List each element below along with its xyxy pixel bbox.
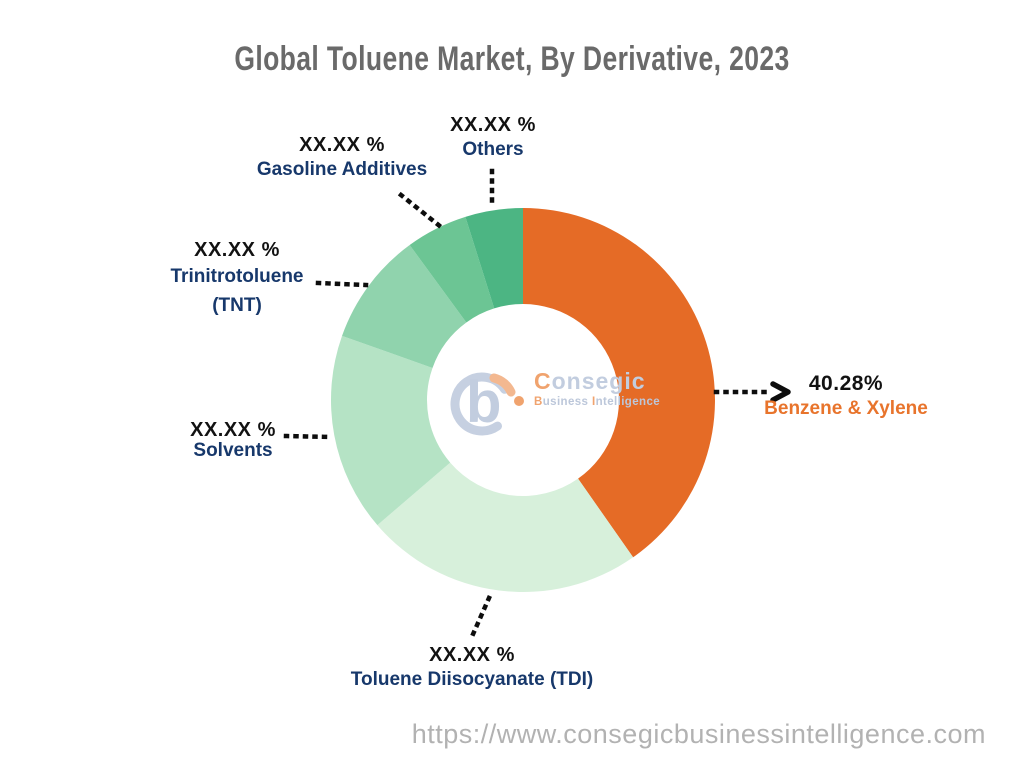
callout-tdi: XX.XX % Toluene Diisocyanate (TDI) xyxy=(312,643,632,693)
value-label: XX.XX % xyxy=(299,134,385,156)
watermark-logo: b Consegic Business Intelligence xyxy=(438,352,660,444)
value-label: XX.XX % xyxy=(429,644,515,666)
category-label: Others xyxy=(462,139,524,160)
donut-segments xyxy=(331,208,715,592)
consegic-b-mark-icon: b xyxy=(450,370,524,436)
value-label: 40.28% xyxy=(808,372,884,395)
pie-segment-gasoline-additives xyxy=(409,216,495,323)
value-label: XX.XX % xyxy=(190,419,276,441)
watermark-tagline: Business Intelligence xyxy=(534,396,661,408)
category-label-line2: (TNT) xyxy=(212,295,262,316)
callout-benzene-xylene: 40.28% Benzene & Xylene xyxy=(726,372,966,422)
value-label: XX.XX % xyxy=(450,114,536,136)
callout-solvents: XX.XX % Solvents xyxy=(133,419,333,461)
watermark-text: Consegic Business Intelligence xyxy=(534,368,660,410)
callout-tnt: XX.XX % Trinitrotoluene (TNT) xyxy=(127,238,347,320)
callout-others: XX.XX % Others xyxy=(413,113,573,163)
pie-segment-trinitrotoluene-tnt xyxy=(342,245,467,368)
category-label: Gasoline Additives xyxy=(256,159,428,180)
watermark-brand: Consegic xyxy=(534,368,646,394)
leader-line-solvents xyxy=(283,433,334,440)
pie-segment-solvents xyxy=(331,335,451,526)
pie-segment-benzene-xylene xyxy=(523,208,715,558)
leader-line-tdi xyxy=(467,595,492,644)
category-label: Solvents xyxy=(193,440,273,461)
chart-title-row: Global Toluene Market, By Derivative, 20… xyxy=(0,40,1024,79)
leader-line-tnt xyxy=(315,280,369,288)
category-label-line1: Trinitrotoluene xyxy=(170,266,304,287)
chart-title: Global Toluene Market, By Derivative, 20… xyxy=(234,40,790,78)
value-label: XX.XX % xyxy=(194,239,280,261)
callout-gasoline-additives: XX.XX % Gasoline Additives xyxy=(222,133,462,183)
leader-line-gasoline-additives xyxy=(397,191,445,231)
category-label: Toluene Diisocyanate (TDI) xyxy=(350,669,594,690)
pie-segment-others xyxy=(465,208,523,309)
arrowhead-benzene-xylene xyxy=(770,381,791,403)
category-label: Benzene & Xylene xyxy=(764,398,928,419)
source-url: https://www.consegicbusinessintelligence… xyxy=(411,719,986,749)
pie-segment-toluene-diisocyanate-tdi xyxy=(377,462,634,592)
